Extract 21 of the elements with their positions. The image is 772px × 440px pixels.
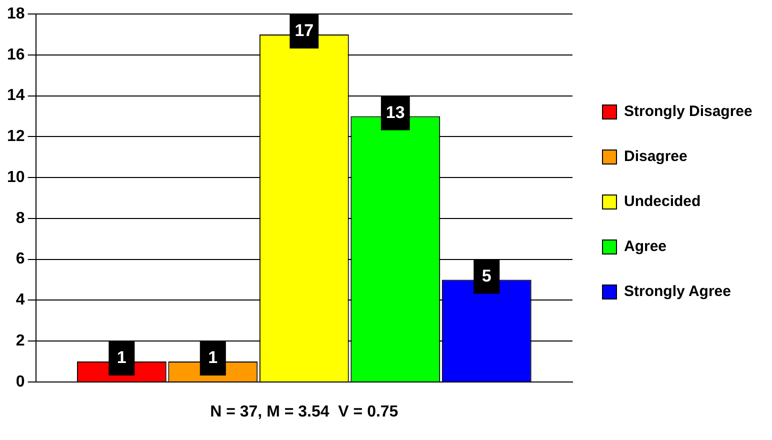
legend-label: Agree xyxy=(624,238,667,256)
data-label: 1 xyxy=(208,348,218,368)
y-tick-label: 18 xyxy=(7,5,25,22)
y-tick-label: 6 xyxy=(16,250,25,268)
y-tick-label: 16 xyxy=(7,46,25,64)
data-label: 5 xyxy=(482,266,492,286)
y-tick-label: 10 xyxy=(7,168,25,186)
y-tick-label: 14 xyxy=(7,87,25,104)
text: N = 37, M = 3.54 V = 0.75 xyxy=(210,403,398,420)
data-label: 13 xyxy=(386,102,405,122)
y-tick-label: 4 xyxy=(16,292,25,309)
data-label: 1 xyxy=(116,348,126,368)
legend-label: Disagree xyxy=(624,148,688,166)
y-tick-label: 2 xyxy=(16,332,25,350)
y-tick-label: 0 xyxy=(16,373,25,390)
legend-label: Undecided xyxy=(624,193,701,210)
legend-label: Strongly Agree xyxy=(624,283,731,300)
legend-label: Strongly Disagree xyxy=(624,103,752,120)
data-label: 17 xyxy=(294,21,314,40)
y-tick-label: 12 xyxy=(7,128,25,146)
y-tick-label: 8 xyxy=(16,210,25,227)
